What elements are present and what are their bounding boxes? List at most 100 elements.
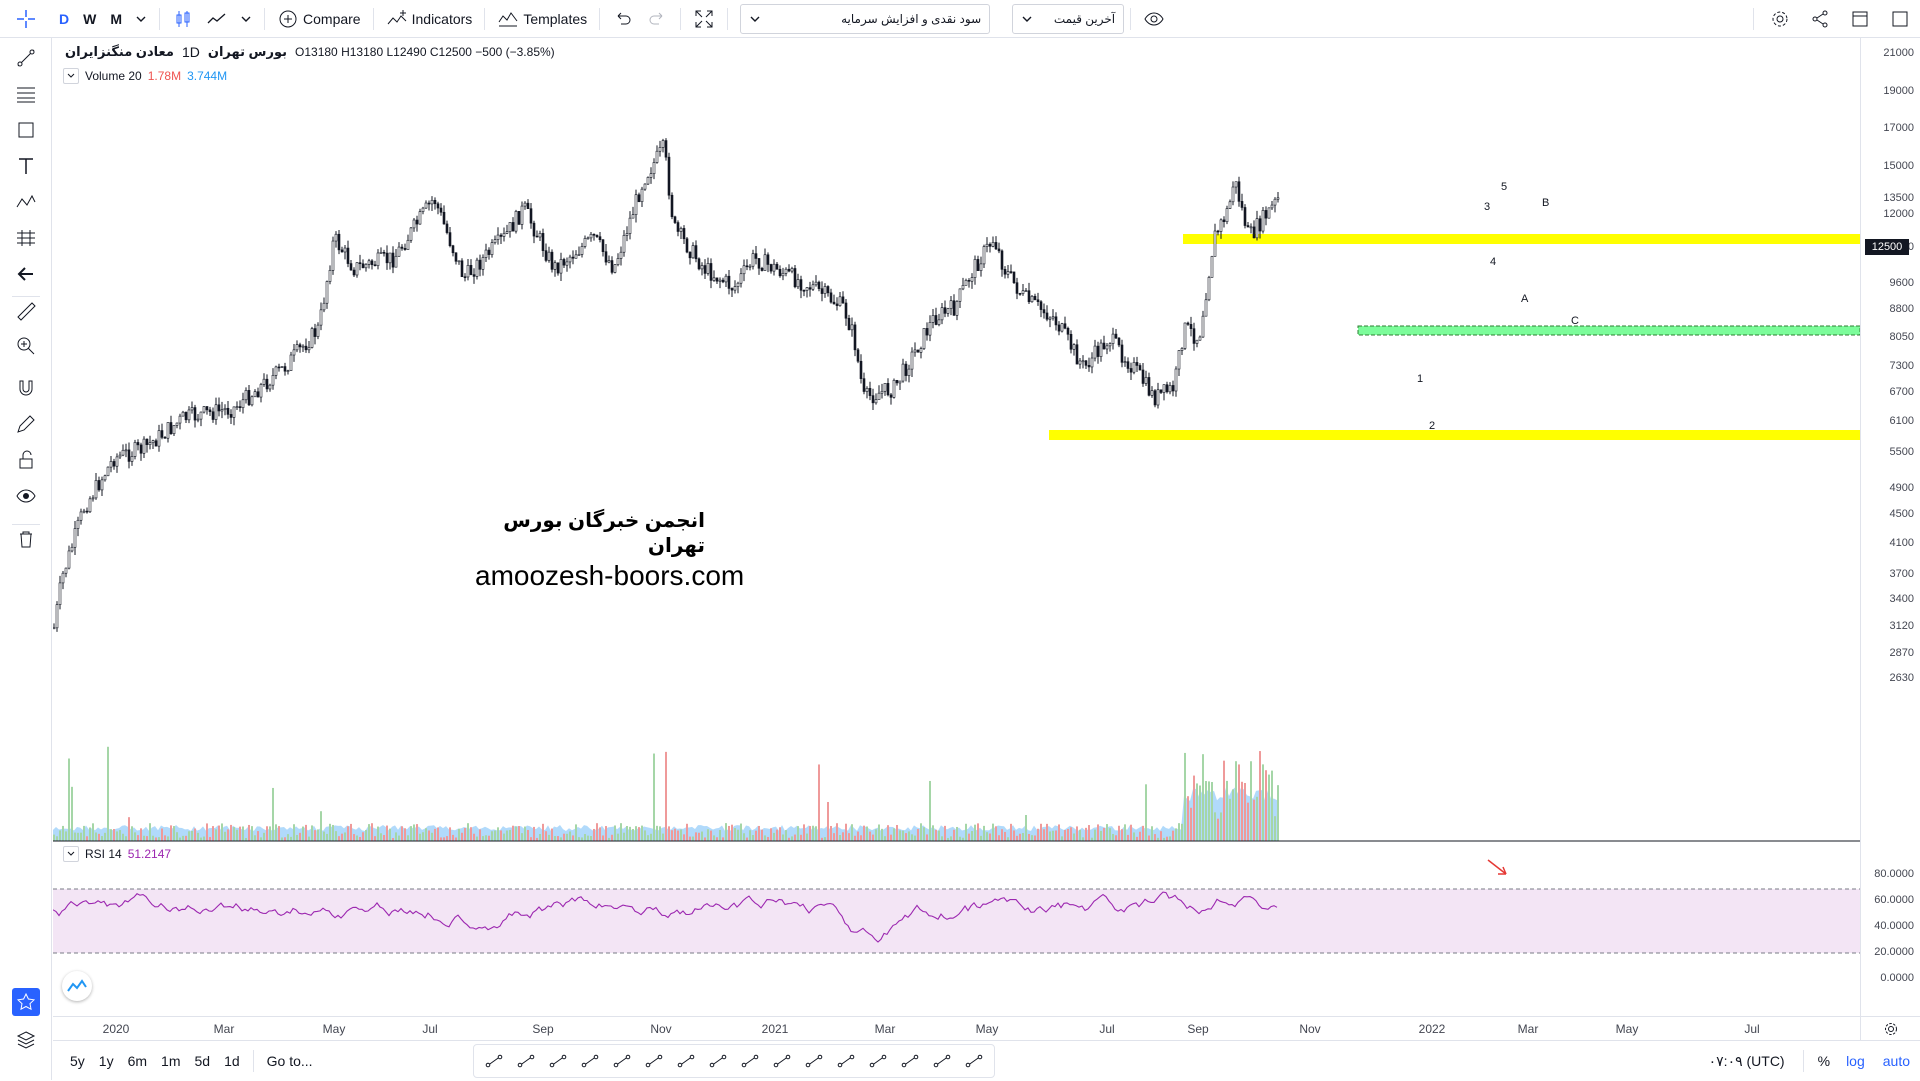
- templates-button[interactable]: Templates: [491, 0, 593, 38]
- magnet-icon[interactable]: [12, 374, 40, 402]
- volume-bar: [605, 826, 607, 841]
- candle: [97, 476, 101, 492]
- pencil-lock-icon[interactable]: [12, 410, 40, 438]
- long-position-icon[interactable]: [798, 1047, 830, 1075]
- settings-gear-icon[interactable]: [1760, 0, 1800, 38]
- lock-icon[interactable]: [12, 446, 40, 474]
- crosshair-icon[interactable]: [702, 1047, 734, 1075]
- range-1m[interactable]: 1m: [161, 1052, 181, 1069]
- indicators-button[interactable]: Indicators: [380, 0, 479, 38]
- percent-toggle[interactable]: %: [1817, 1053, 1831, 1069]
- collapse-chevron-icon[interactable]: [63, 846, 79, 862]
- volume-bar: [1181, 823, 1183, 841]
- trend-line-icon[interactable]: [574, 1047, 606, 1075]
- clock[interactable]: ۰۷:۰۹ (UTC): [1708, 1052, 1785, 1069]
- resistance-zone-yellow[interactable]: [1183, 234, 1860, 244]
- chart-canvas[interactable]: 1 2 3 4 5 A B C: [52, 38, 1861, 1016]
- line-chart-icon[interactable]: [200, 0, 234, 38]
- layers-icon[interactable]: [12, 1026, 40, 1054]
- axis-settings-gear-icon[interactable]: [1860, 1016, 1920, 1040]
- rsi-label[interactable]: RSI 14: [85, 847, 122, 861]
- chart-type-dropdown-icon[interactable]: [234, 0, 258, 38]
- range-6m[interactable]: 6m: [127, 1052, 148, 1069]
- text-icon[interactable]: [606, 1047, 638, 1075]
- support-zone-green[interactable]: [1357, 325, 1861, 336]
- range-1y[interactable]: 1y: [98, 1052, 114, 1069]
- trend-line-icon[interactable]: [12, 44, 40, 72]
- auto-toggle[interactable]: auto: [1882, 1053, 1910, 1069]
- watchlist-star-icon[interactable]: [12, 988, 40, 1016]
- triangle-icon[interactable]: [766, 1047, 798, 1075]
- callout-icon[interactable]: [638, 1047, 670, 1075]
- goto-button[interactable]: Go to...: [266, 1052, 313, 1069]
- candle: [250, 395, 254, 407]
- horizontal-ray-icon[interactable]: [670, 1047, 702, 1075]
- undo-icon[interactable]: [606, 0, 640, 38]
- candle: [886, 378, 890, 397]
- candle: [328, 265, 332, 285]
- snapshot-icon[interactable]: [1840, 0, 1880, 38]
- volume-bar: [1199, 785, 1201, 841]
- candle: [820, 281, 824, 302]
- eye-icon[interactable]: [1137, 0, 1171, 38]
- eye-icon[interactable]: [12, 482, 40, 510]
- range-1d[interactable]: 1d: [224, 1052, 240, 1069]
- candles-icon[interactable]: [166, 0, 200, 38]
- rectangle-icon[interactable]: [12, 116, 40, 144]
- abc-pattern-icon[interactable]: [926, 1047, 958, 1075]
- zoom-in-icon[interactable]: [12, 332, 40, 360]
- elliott-wave-icon[interactable]: [894, 1047, 926, 1075]
- collapse-chevron-icon[interactable]: [63, 68, 79, 84]
- maximize-icon[interactable]: [1880, 0, 1920, 38]
- horizontal-line-icon[interactable]: [862, 1047, 894, 1075]
- symbol-name[interactable]: معادن منگنزایران: [65, 44, 174, 59]
- back-arrow-icon[interactable]: [12, 260, 40, 288]
- candle: [433, 197, 437, 210]
- dividend-adjust-select[interactable]: سود نقدی و افزایش سرمایه: [740, 3, 991, 34]
- fullscreen-icon[interactable]: [687, 0, 721, 38]
- volume-bar: [722, 837, 724, 841]
- log-toggle[interactable]: log: [1846, 1053, 1865, 1069]
- candle: [994, 236, 998, 251]
- rectangle-icon[interactable]: [510, 1047, 542, 1075]
- trash-icon[interactable]: [12, 524, 40, 552]
- volume-bar: [134, 832, 136, 841]
- crosshair-icon[interactable]: [0, 0, 52, 38]
- timeframe-d[interactable]: D: [59, 10, 70, 27]
- text-icon[interactable]: [12, 152, 40, 180]
- timeframe-dropdown-icon[interactable]: [129, 0, 153, 38]
- time-axis[interactable]: 2020 Mar May Jul Sep Nov 2021 Mar May Jul Sep Nov 20…: [53, 1016, 1860, 1040]
- volume-bar: [923, 827, 925, 841]
- candle: [1195, 339, 1199, 348]
- volume-bar: [1205, 781, 1207, 841]
- path-icon[interactable]: [734, 1047, 766, 1075]
- range-5y[interactable]: 5y: [70, 1052, 85, 1069]
- support-zone-yellow[interactable]: [1049, 430, 1860, 440]
- redo-icon[interactable]: [640, 0, 674, 38]
- candle: [766, 252, 770, 273]
- curve-icon[interactable]: [542, 1047, 574, 1075]
- candle: [727, 270, 731, 295]
- volume-bar: [800, 834, 802, 841]
- prediction-icon[interactable]: [12, 224, 40, 252]
- horizontal-lines-icon[interactable]: [478, 1047, 510, 1075]
- chart-pane[interactable]: 1 2 3 4 5 A B C معادن منگنزایران 1D بورس…: [52, 38, 1861, 1016]
- price-axis[interactable]: 2100019000170001500013500120001080096008…: [1860, 38, 1920, 1016]
- timeframe-m[interactable]: M: [110, 10, 123, 27]
- candle: [190, 401, 194, 414]
- arrow-icon[interactable]: [830, 1047, 862, 1075]
- pattern-icon[interactable]: [12, 188, 40, 216]
- tradingview-logo-icon[interactable]: [62, 971, 92, 1001]
- candle: [244, 387, 248, 404]
- ruler-icon[interactable]: [12, 296, 40, 324]
- compare-button[interactable]: Compare: [271, 0, 367, 38]
- price-source-select[interactable]: آخرین قیمت: [1012, 3, 1125, 34]
- horizontal-lines-icon[interactable]: [12, 80, 40, 108]
- fib-icon[interactable]: [958, 1047, 990, 1075]
- range-5d[interactable]: 5d: [194, 1052, 211, 1069]
- volume-bar: [620, 823, 622, 841]
- volume-label[interactable]: Volume 20: [85, 69, 142, 83]
- share-icon[interactable]: [1800, 0, 1840, 38]
- timeframe-w[interactable]: W: [83, 10, 97, 27]
- symbol-interval[interactable]: 1D: [181, 44, 200, 60]
